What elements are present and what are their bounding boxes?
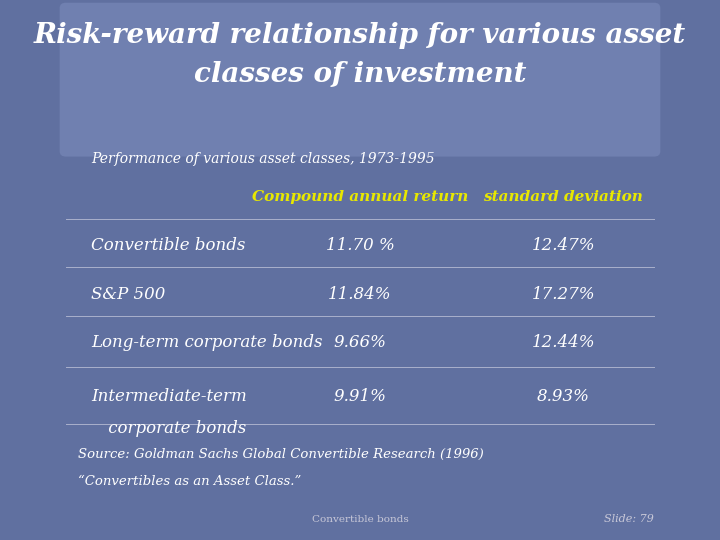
Text: Compound annual return: Compound annual return <box>252 190 468 204</box>
Text: Performance of various asset classes, 1973-1995: Performance of various asset classes, 19… <box>91 152 435 166</box>
Text: Long-term corporate bonds: Long-term corporate bonds <box>91 334 323 352</box>
Text: Convertible bonds: Convertible bonds <box>91 237 246 254</box>
Text: standard deviation: standard deviation <box>483 190 643 204</box>
Text: Slide: 79: Slide: 79 <box>604 515 654 524</box>
Text: Risk-reward relationship for various asset: Risk-reward relationship for various ass… <box>34 22 686 49</box>
Text: classes of investment: classes of investment <box>194 61 526 88</box>
Text: 9.91%: 9.91% <box>333 388 387 406</box>
Text: “Convertibles as an Asset Class.”: “Convertibles as an Asset Class.” <box>78 475 302 488</box>
Text: 11.70 %: 11.70 % <box>325 237 395 254</box>
Text: Intermediate-term: Intermediate-term <box>91 388 247 406</box>
Text: 17.27%: 17.27% <box>531 286 595 303</box>
FancyBboxPatch shape <box>60 3 660 157</box>
Text: 11.84%: 11.84% <box>328 286 392 303</box>
Text: 8.93%: 8.93% <box>537 388 590 406</box>
Text: 12.47%: 12.47% <box>531 237 595 254</box>
Text: Source: Goldman Sachs Global Convertible Research (1996): Source: Goldman Sachs Global Convertible… <box>78 448 484 461</box>
Text: corporate bonds: corporate bonds <box>104 420 247 437</box>
Text: Convertible bonds: Convertible bonds <box>312 515 408 524</box>
Text: S&P 500: S&P 500 <box>91 286 166 303</box>
Text: 12.44%: 12.44% <box>531 334 595 352</box>
Text: 9.66%: 9.66% <box>333 334 387 352</box>
